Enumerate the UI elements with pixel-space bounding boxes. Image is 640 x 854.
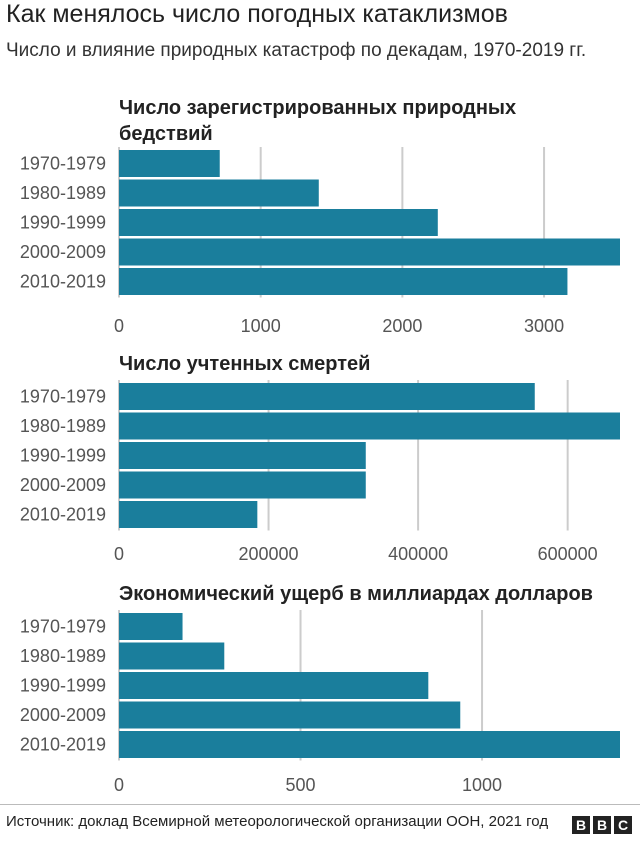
chart-title: Экономический ущерб в миллиардах долларо…: [119, 583, 593, 605]
category-label: 2000-2009: [20, 705, 106, 725]
tick-label: 0: [114, 316, 124, 336]
category-label: 1990-1999: [20, 446, 106, 466]
bar: [119, 471, 366, 499]
category-label: 1980-1989: [20, 183, 106, 203]
chart-panel-3: Экономический ущерб в миллиардах долларо…: [20, 583, 620, 795]
bar: [119, 701, 461, 729]
category-label: 2010-2019: [20, 505, 106, 525]
category-label: 1980-1989: [20, 416, 106, 436]
tick-label: 0: [114, 775, 124, 795]
bar: [119, 179, 319, 207]
bbc-logo-letter: C: [614, 816, 632, 834]
bar: [119, 672, 429, 699]
category-label: 1970-1979: [20, 387, 106, 407]
bar: [119, 383, 535, 410]
chart-panel-2: Число учтенных смертей 1970-1979 1980-1989…: [20, 353, 620, 564]
tick-label: 600000: [538, 544, 598, 564]
page-subtitle: Число и влияние природных катастроф по д…: [6, 40, 587, 61]
bar: [119, 642, 225, 670]
page-title: Как менялось число погодных катаклизмов: [6, 0, 508, 28]
bar: [119, 442, 366, 469]
tick-label: 2000: [382, 316, 422, 336]
bar: [119, 731, 620, 758]
tick-label: 1000: [241, 316, 281, 336]
category-label: 2010-2019: [20, 735, 106, 755]
charts-container: Число зарегистрированных природных бедств…: [20, 97, 620, 795]
category-label: 1970-1979: [20, 617, 106, 637]
chart-title: бедствий: [119, 123, 213, 145]
bbc-logo: B B C: [572, 816, 632, 834]
category-label: 1980-1989: [20, 646, 106, 666]
tick-label: 400000: [388, 544, 448, 564]
category-label: 1970-1979: [20, 154, 106, 174]
bar: [119, 501, 258, 528]
tick-label: 200000: [239, 544, 299, 564]
source-note: Источник: доклад Всемирной метеорологиче…: [6, 813, 549, 830]
footer-divider: [0, 804, 640, 805]
tick-label: 500: [285, 775, 315, 795]
chart-panel-1: Число зарегистрированных природных бедств…: [20, 97, 620, 336]
tick-label: 1000: [462, 775, 502, 795]
bar: [119, 268, 568, 295]
tick-label: 3000: [524, 316, 564, 336]
category-label: 1990-1999: [20, 213, 106, 233]
bar: [119, 150, 220, 177]
bar: [119, 209, 438, 236]
category-label: 2000-2009: [20, 475, 106, 495]
bbc-logo-letter: B: [572, 816, 590, 834]
bar: [119, 238, 620, 266]
tick-label: 0: [114, 544, 124, 564]
bar: [119, 412, 620, 440]
category-label: 2010-2019: [20, 272, 106, 292]
category-label: 2000-2009: [20, 242, 106, 262]
chart-title: Число зарегистрированных природных: [119, 97, 516, 119]
bbc-logo-letter: B: [593, 816, 611, 834]
chart-title: Число учтенных смертей: [119, 353, 370, 375]
bar: [119, 613, 183, 640]
category-label: 1990-1999: [20, 676, 106, 696]
